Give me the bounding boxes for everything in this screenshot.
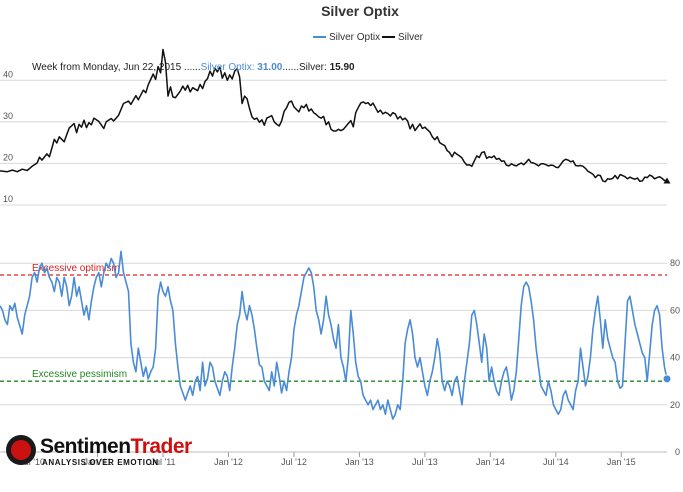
x-tick-label: Jan '15 [607,457,636,467]
x-tick-label: Jul '14 [543,457,569,467]
optix-axis: 0 20 40 60 80 [670,258,680,457]
tooltip-sep2: ...... [282,62,299,73]
tooltip-date: Week from Monday, Jun 22, 2015 [32,62,182,73]
legend-item-optix[interactable]: Silver Optix [313,32,380,43]
x-tick-label: Jan '14 [476,457,505,467]
price-tick-label: 40 [3,69,13,79]
price-tick-label: 20 [3,152,13,162]
time-axis: Jul '10 Jan '11 Jul '11 Jan '12 Jul '12 Jan '… [0,451,667,467]
optix-last-point-marker[interactable] [662,374,672,384]
sentimentrader-logo: SentimenTrader ANALYSIS OVER EMOTION [6,435,192,469]
optix-tick-label: 40 [670,353,680,363]
optix-tick-label: 80 [670,258,680,268]
logo-emblem-icon [6,435,36,465]
brand-name-part2: Trader [130,435,193,458]
x-tick-label: Jul '11 [151,457,176,467]
x-tick-label: Jul '10 [19,457,45,467]
legend-label-silver: Silver [398,32,424,43]
optix-tick-label: 20 [670,400,680,410]
legend-item-silver[interactable]: Silver [382,32,424,43]
x-tick-label: Jul '13 [412,457,438,467]
x-tick-label: Jan '11 [84,457,112,467]
price-tick-label: 30 [3,111,13,121]
reference-lines: Excessive optimism Excessive pessimism [0,263,667,382]
tooltip-optix-label: Silver Optix: [201,62,258,73]
tooltip-text: Week from Monday, Jun 22, 2015 ......Sil… [32,62,355,73]
price-tick-label: 10 [3,194,13,204]
tooltip-sep1: ...... [181,62,200,73]
x-tick-label: Jan '12 [214,457,243,467]
tooltip-silver-label: Silver: [299,62,330,73]
optix-tick-label: 60 [670,305,680,315]
brand-tagline: ANALYSIS OVER EMOTION [42,458,159,467]
x-tick-label: Jul '12 [281,457,307,467]
silver-last-point-marker[interactable] [663,177,671,184]
legend-label-optix: Silver Optix [329,32,380,43]
optix-tick-label: 0 [675,447,680,457]
price-axis: 10 20 30 40 [3,69,13,204]
chart-legend[interactable]: Silver Optix Silver [313,32,424,43]
tooltip-silver-value: 15.90 [330,62,355,73]
series-lines[interactable] [0,48,672,420]
reference-line-label: Excessive optimism [32,263,120,274]
tooltip-optix-value: 31.00 [257,62,282,73]
tooltip: Week from Monday, Jun 22, 2015 ......Sil… [32,62,355,73]
series-line-silver[interactable] [0,48,667,183]
brand-name-part1: Sentimen [40,435,131,458]
chart-title: Silver Optix [321,3,399,19]
x-tick-label: Jan '13 [345,457,374,467]
reference-line-label: Excessive pessimism [32,369,127,380]
brand-name: SentimenTrader [40,435,192,459]
series-line-optix[interactable] [0,250,668,420]
